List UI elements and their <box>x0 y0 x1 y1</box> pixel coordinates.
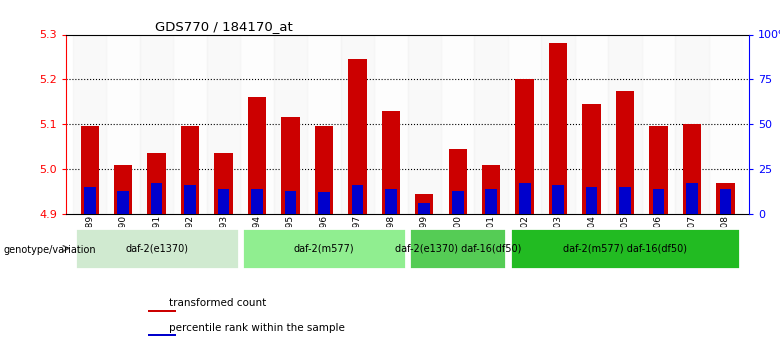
Bar <box>716 183 735 214</box>
Bar <box>140 34 173 214</box>
Bar <box>619 187 631 214</box>
FancyBboxPatch shape <box>410 228 506 268</box>
Bar <box>148 334 176 336</box>
Bar <box>686 184 698 214</box>
Bar <box>151 184 162 214</box>
Bar <box>285 190 296 214</box>
Text: percentile rank within the sample: percentile rank within the sample <box>168 323 345 333</box>
Bar <box>341 34 374 214</box>
Bar <box>80 127 99 214</box>
FancyBboxPatch shape <box>75 228 239 268</box>
Bar <box>181 127 199 214</box>
Bar <box>616 91 634 214</box>
Bar <box>240 34 274 214</box>
Bar <box>508 34 541 214</box>
Bar <box>675 34 709 214</box>
Bar <box>184 185 196 214</box>
Bar <box>415 194 434 214</box>
Bar <box>352 185 363 214</box>
Bar <box>586 187 597 214</box>
Bar <box>84 187 96 214</box>
Text: daf-2(e1370): daf-2(e1370) <box>125 244 188 253</box>
Bar <box>114 165 133 214</box>
Bar <box>148 310 176 312</box>
FancyBboxPatch shape <box>509 228 740 268</box>
Bar <box>575 34 608 214</box>
Bar <box>385 189 397 214</box>
Text: genotype/variation: genotype/variation <box>4 245 97 255</box>
Bar <box>248 97 266 214</box>
Bar <box>307 34 341 214</box>
Bar <box>653 189 665 214</box>
Bar <box>117 190 129 214</box>
Bar <box>408 34 441 214</box>
Bar <box>418 203 430 214</box>
Bar <box>218 189 229 214</box>
Bar <box>318 193 330 214</box>
Bar <box>207 34 240 214</box>
Bar <box>552 185 564 214</box>
Bar <box>485 189 497 214</box>
Text: daf-2(m577): daf-2(m577) <box>293 244 354 253</box>
Bar <box>642 34 675 214</box>
Bar <box>106 34 140 214</box>
Bar <box>173 34 207 214</box>
Text: daf-2(e1370) daf-16(df50): daf-2(e1370) daf-16(df50) <box>395 244 521 253</box>
Bar <box>282 117 300 214</box>
Bar <box>73 34 106 214</box>
Text: GDS770 / 184170_at: GDS770 / 184170_at <box>155 20 292 33</box>
Bar <box>516 79 534 214</box>
Bar <box>682 124 701 214</box>
Bar <box>251 189 263 214</box>
Text: daf-2(m577) daf-16(df50): daf-2(m577) daf-16(df50) <box>563 244 687 253</box>
Bar <box>452 190 463 214</box>
Bar <box>541 34 575 214</box>
Bar <box>709 34 742 214</box>
Bar <box>215 154 232 214</box>
Bar <box>381 111 400 214</box>
Bar <box>474 34 508 214</box>
Bar <box>608 34 642 214</box>
Bar <box>719 189 731 214</box>
Bar <box>448 149 467 214</box>
Bar <box>348 59 367 214</box>
Bar <box>549 43 567 214</box>
Bar <box>441 34 474 214</box>
Bar <box>274 34 307 214</box>
Bar <box>649 127 668 214</box>
Bar <box>374 34 408 214</box>
Text: transformed count: transformed count <box>168 298 266 308</box>
Bar <box>147 154 166 214</box>
Bar <box>482 165 501 214</box>
Bar <box>314 127 333 214</box>
Bar <box>583 104 601 214</box>
FancyBboxPatch shape <box>242 228 406 268</box>
Bar <box>519 184 530 214</box>
